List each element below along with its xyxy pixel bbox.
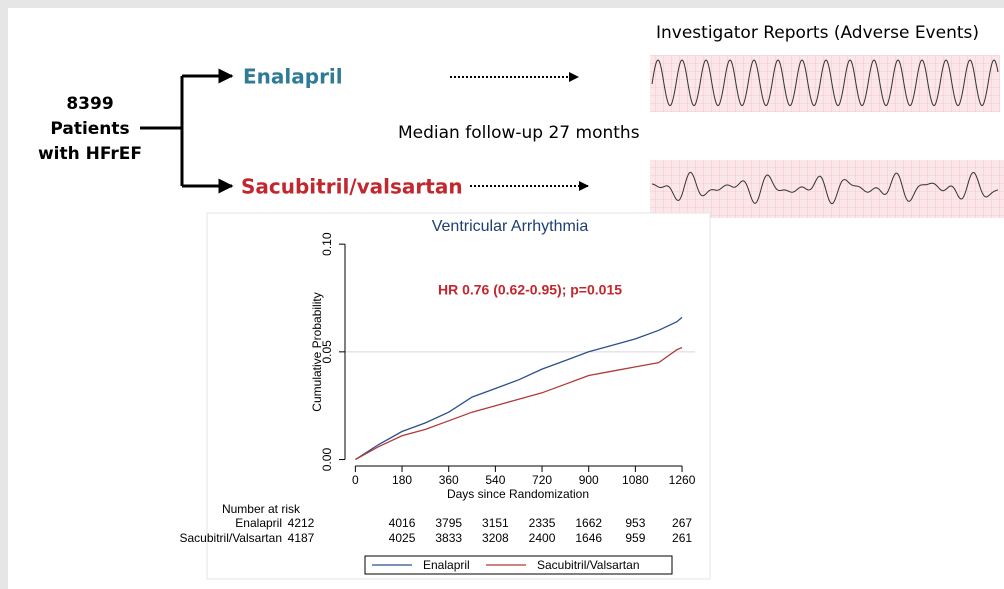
at-risk-count: 4016 bbox=[389, 516, 416, 530]
at-risk-count: 4212 bbox=[288, 516, 315, 530]
legend-label: Sacubitril/Valsartan bbox=[537, 558, 640, 572]
at-risk-row-label: Sacubitril/Valsartan bbox=[180, 531, 283, 545]
series-line bbox=[355, 316, 683, 461]
at-risk-count: 1662 bbox=[575, 516, 602, 530]
x-tick-label: 0 bbox=[352, 473, 359, 487]
patients-text: Patients bbox=[50, 119, 129, 139]
at-risk-count: 2400 bbox=[529, 531, 556, 545]
at-risk-count: 959 bbox=[625, 531, 645, 545]
branch bbox=[140, 76, 184, 186]
y-tick-label: 0.10 bbox=[320, 232, 334, 256]
at-risk-count: 3151 bbox=[482, 516, 509, 530]
ecg-wave bbox=[651, 171, 999, 205]
at-risk-count: 3795 bbox=[435, 516, 462, 530]
at-risk-title: Number at risk bbox=[222, 502, 301, 516]
x-tick-label: 900 bbox=[579, 473, 599, 487]
chart-title: Ventricular Arrhythmia bbox=[432, 218, 589, 235]
y-axis-label: Cumulative Probability bbox=[310, 292, 324, 411]
legend-label: Enalapril bbox=[423, 558, 470, 572]
ecg-strip bbox=[650, 55, 1000, 112]
patients-text: 8399 bbox=[66, 94, 113, 114]
at-risk-count: 4025 bbox=[389, 531, 416, 545]
arm-label: Sacubitril/valsartan bbox=[241, 175, 463, 199]
x-tick-label: 540 bbox=[485, 473, 505, 487]
reports-title: Investigator Reports (Adverse Events) bbox=[656, 23, 979, 43]
ecg-wave bbox=[651, 59, 999, 107]
y-tick-label: 0.05 bbox=[320, 340, 334, 364]
series-line bbox=[355, 346, 683, 461]
x-axis-label: Days since Randomization bbox=[447, 487, 589, 501]
at-risk-count: 267 bbox=[672, 516, 692, 530]
at-risk-row-label: Enalapril bbox=[235, 516, 282, 530]
x-tick-label: 1260 bbox=[669, 473, 696, 487]
at-risk-count: 953 bbox=[625, 516, 645, 530]
at-risk-count: 261 bbox=[672, 531, 692, 545]
branch-arrows bbox=[140, 68, 234, 194]
at-risk-count: 1646 bbox=[575, 531, 602, 545]
chart: Ventricular Arrhythmia HR 0.76 (0.62-0.95… bbox=[180, 218, 696, 575]
annotation: HR 0.76 (0.62-0.95); p=0.015 bbox=[438, 282, 622, 298]
x-tick-label: 180 bbox=[392, 473, 412, 487]
x-tick-label: 360 bbox=[439, 473, 459, 487]
x-tick-label: 720 bbox=[532, 473, 552, 487]
ecg-strip bbox=[650, 160, 1004, 218]
patients-text: with HFrEF bbox=[38, 144, 142, 164]
follow-up-text: Median follow-up 27 months bbox=[398, 123, 640, 143]
y-tick-label: 0.00 bbox=[320, 448, 334, 472]
at-risk-count: 2335 bbox=[529, 516, 556, 530]
x-tick-label: 1080 bbox=[622, 473, 649, 487]
chart-frame bbox=[206, 212, 711, 580]
at-risk-count: 3208 bbox=[482, 531, 509, 545]
at-risk-count: 4187 bbox=[288, 531, 315, 545]
arm-label: Enalapril bbox=[243, 65, 343, 89]
at-risk-count: 3833 bbox=[435, 531, 462, 545]
